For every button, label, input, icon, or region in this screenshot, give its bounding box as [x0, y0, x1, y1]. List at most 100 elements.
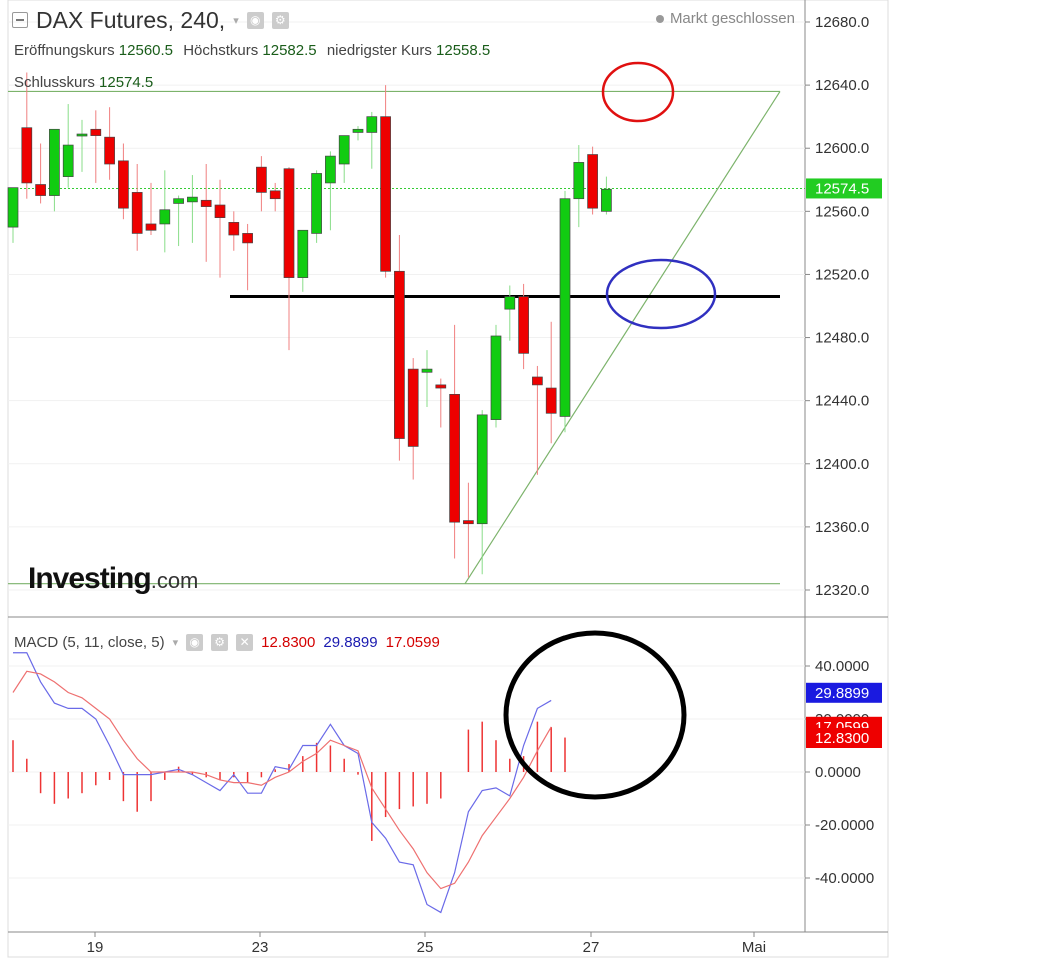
x-tick-label: Mai: [742, 939, 766, 956]
ascending-trendline[interactable]: [464, 91, 781, 585]
gear-icon[interactable]: ⚙: [211, 633, 229, 651]
macd-tick-label: -20.0000: [815, 817, 874, 834]
candle-body: [573, 162, 585, 200]
last-price-badge: [806, 178, 882, 199]
low-value: 12558.5: [436, 42, 491, 59]
candle-body: [449, 394, 460, 523]
candle-body: [35, 184, 46, 196]
candle-body: [104, 136, 115, 165]
candle-body: [21, 127, 33, 184]
price-tick-label: 12440.0: [815, 393, 869, 410]
candle-body: [62, 144, 74, 177]
low-label: niedrigster Kurs: [326, 42, 432, 59]
open-label: Eröffnungskurs: [14, 42, 115, 59]
candle-body: [311, 173, 322, 234]
candle-body: [338, 135, 350, 165]
candle-body: [297, 229, 309, 278]
candle-body: [49, 128, 60, 196]
price-tick-label: 12320.0: [815, 582, 869, 599]
price-tick-label: 12360.0: [815, 519, 869, 536]
gear-icon[interactable]: ⚙: [271, 11, 289, 29]
annotation-red-circle: [601, 61, 675, 123]
investing-logo: Investing.com: [28, 562, 198, 596]
candle-body: [325, 155, 336, 184]
x-tick-label: 25: [417, 939, 434, 956]
logo-brand: Investing: [28, 562, 152, 595]
macd-red-line: [12, 670, 552, 890]
candle-body: [463, 520, 474, 525]
chevron-down-icon[interactable]: ▾: [233, 14, 239, 27]
candle-body: [559, 198, 571, 417]
candle-body: [7, 187, 19, 228]
macd-value-badge: [806, 728, 882, 749]
price-tick-label: 12520.0: [815, 266, 869, 283]
candle-body: [490, 335, 502, 420]
candle-body: [504, 296, 516, 310]
macd-header-row: MACD (5, 11, close, 5) ▾ ◉ ⚙ ✕ 12.8300 2…: [14, 630, 440, 654]
candle-body: [200, 199, 212, 207]
price-tick-label: 12640.0: [815, 77, 869, 94]
close-row: Schlusskurs 12574.5: [14, 74, 159, 91]
macd-blue-line: [13, 652, 552, 914]
candle-body: [118, 160, 129, 209]
macd-value-badge: [806, 682, 882, 703]
x-tick-label: 27: [583, 939, 600, 956]
macd-tick-label: -40.0000: [815, 870, 874, 887]
candle-body: [518, 296, 529, 354]
candle-body: [90, 128, 102, 136]
price-tick-label: 12400.0: [815, 456, 869, 473]
price-tick-label: 12560.0: [815, 203, 869, 220]
candle-body: [545, 387, 557, 414]
open-value: 12560.5: [118, 42, 174, 59]
candle-body: [532, 376, 543, 386]
macd-value: 12.8300: [261, 633, 316, 651]
chart-title: DAX Futures, 240,: [36, 6, 226, 33]
candle-body: [366, 116, 378, 133]
annotation-black-circle: [503, 630, 687, 800]
market-status-text: Markt geschlossen: [669, 10, 795, 27]
market-status: Markt geschlossen: [655, 10, 795, 27]
chevron-down-icon[interactable]: ▾: [172, 636, 179, 649]
candle-body: [173, 198, 184, 204]
macd-tick-label: 40.0000: [815, 658, 869, 675]
histogram-value: 17.0599: [385, 633, 440, 651]
candle-body: [269, 190, 281, 200]
macd-label: MACD (5, 11, close, 5): [14, 633, 165, 651]
candle-body: [131, 192, 143, 234]
close-value: 12574.5: [99, 74, 154, 91]
candle-body: [242, 233, 253, 244]
close-icon[interactable]: ✕: [236, 633, 254, 651]
candle-body: [76, 133, 88, 137]
high-value: 12582.5: [262, 42, 317, 59]
candle-body: [228, 222, 240, 236]
candle-body: [187, 196, 198, 203]
price-tick-label: 12600.0: [815, 140, 869, 157]
candle-body: [394, 270, 405, 439]
candle-body: [421, 368, 433, 373]
status-dot-icon: [655, 15, 664, 24]
eye-icon[interactable]: ◉: [246, 11, 264, 29]
signal-value: 29.8899: [323, 633, 378, 651]
price-tick-label: 12680.0: [815, 14, 869, 31]
candle-body: [601, 188, 612, 212]
chart-title-row: DAX Futures, 240, ▾ ◉ ⚙: [12, 4, 289, 36]
high-label: Höchstkurs: [183, 42, 259, 59]
candle-body: [214, 204, 226, 218]
x-tick-label: 19: [87, 939, 104, 956]
annotation-blue-circle: [605, 258, 717, 330]
candle-body: [476, 414, 488, 525]
macd-tick-label: 0.0000: [815, 764, 861, 781]
candle-body: [352, 128, 364, 133]
price-tick-label: 12480.0: [815, 330, 869, 347]
eye-icon[interactable]: ◉: [186, 633, 204, 651]
close-label: Schlusskurs: [14, 74, 95, 91]
candle-body: [283, 168, 295, 278]
candle-body: [145, 223, 157, 231]
ohlc-row: Eröffnungskurs 12560.5 Höchstkurs 12582.…: [14, 42, 496, 59]
logo-suffix: .com: [150, 568, 199, 593]
candle-body: [159, 209, 171, 225]
candle-body: [407, 368, 419, 447]
macd-badge-label: 12.8300: [815, 730, 869, 747]
collapse-icon[interactable]: [12, 12, 28, 28]
